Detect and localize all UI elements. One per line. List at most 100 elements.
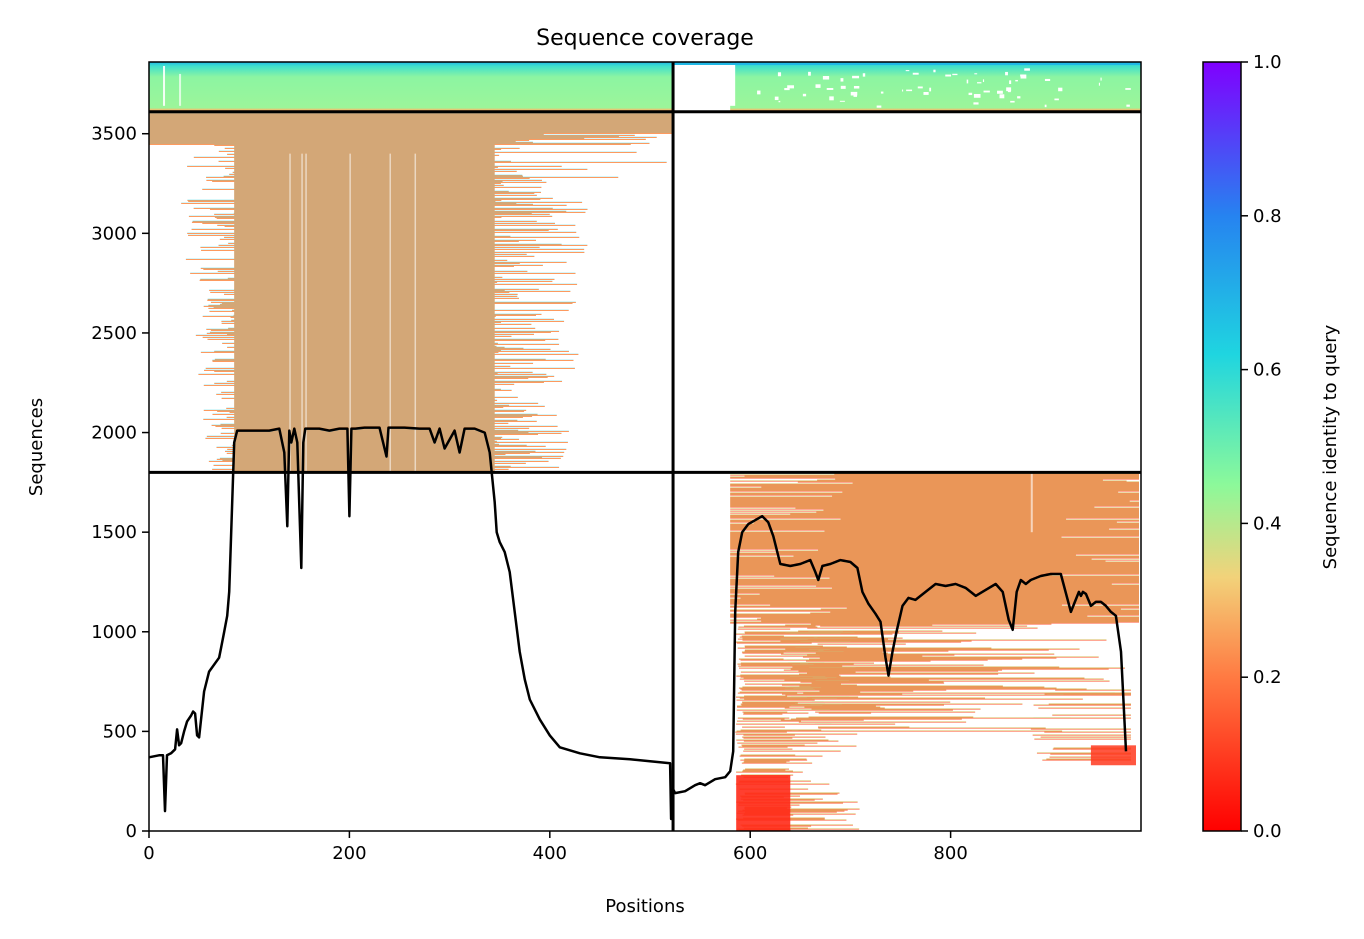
block-fill	[730, 62, 1141, 112]
gap-streak	[301, 153, 303, 473]
x-axis-label: Positions	[605, 896, 684, 917]
colorbar: 0.0 0.2 0.4 0.6 0.8 1.0	[1202, 52, 1282, 842]
gap-dot	[1015, 79, 1018, 82]
x-tick-label: 400	[533, 843, 567, 864]
gap-dot	[852, 75, 860, 79]
gap-dot	[876, 105, 882, 108]
gap-dot	[1010, 100, 1015, 103]
gap-dot	[853, 95, 858, 97]
gap-dot	[1098, 82, 1100, 86]
gap-dot	[784, 88, 790, 91]
gap-dot	[977, 82, 982, 84]
colorbar-gradient	[1202, 61, 1242, 832]
y-tick-label: 500	[103, 721, 137, 742]
colorbar-tick-label: 0.0	[1253, 821, 1282, 842]
gap-dot	[815, 84, 821, 88]
gap-dot	[982, 79, 985, 83]
y-tick-label: 2000	[91, 423, 137, 444]
gap-streak	[349, 153, 351, 473]
plot-border	[148, 61, 1142, 832]
gap-dot	[1054, 98, 1059, 101]
gap-dot	[923, 91, 929, 95]
gap-dot	[973, 93, 981, 98]
gap-dot	[880, 91, 884, 94]
gap-dot	[787, 85, 795, 89]
plot-frame	[148, 61, 1142, 832]
chart-title: Sequence coverage	[536, 26, 754, 51]
gap-dot	[1009, 80, 1012, 84]
gap-dot	[906, 89, 913, 92]
gap-dot	[826, 87, 834, 90]
block-top-left	[149, 62, 674, 112]
gap-dot	[1058, 87, 1063, 92]
gap-dot	[999, 94, 1005, 99]
gap-dot	[952, 73, 958, 76]
colorbar-tick-label: 0.6	[1253, 360, 1282, 381]
gap-dot	[829, 96, 834, 101]
block-rows	[730, 472, 1139, 831]
gap-streak	[1030, 472, 1033, 533]
gap-dot	[1020, 74, 1027, 79]
dense-red-patch	[736, 775, 791, 831]
red-patch-right	[1090, 745, 1136, 766]
gap-streak	[305, 153, 307, 473]
x-tick-label: 600	[733, 843, 767, 864]
gap-streak	[414, 153, 417, 473]
x-tick-label: 800	[933, 843, 967, 864]
block-rows	[149, 111, 674, 473]
gap-dot	[1024, 68, 1030, 71]
gap-streak	[163, 65, 166, 106]
y-tick-label: 1000	[91, 622, 137, 643]
gap-dot	[966, 79, 969, 84]
gap-dot	[853, 85, 860, 89]
block-fill	[149, 62, 674, 112]
gap-dot	[1044, 104, 1047, 108]
gap-dot	[1044, 78, 1051, 82]
colorbar-tick-label: 0.2	[1253, 667, 1282, 688]
gap-dot	[983, 90, 990, 93]
block-middle-left	[149, 111, 674, 473]
gap-dot	[777, 72, 782, 77]
x-tick-label: 200	[332, 843, 366, 864]
block-gap	[673, 63, 736, 106]
gap-dot	[850, 91, 858, 96]
gap-dot	[929, 87, 932, 92]
gap-dot	[968, 92, 973, 96]
gap-dot	[933, 69, 936, 73]
y-tick-label: 3500	[91, 124, 137, 145]
block-top-right	[673, 62, 1141, 112]
colorbar-label: Sequence identity to query	[1320, 324, 1341, 569]
y-axis-label: Sequences	[26, 398, 47, 496]
gap-dot	[974, 73, 978, 75]
gap-dot	[973, 102, 979, 105]
gap-dot	[997, 90, 1003, 94]
gap-dot	[774, 96, 779, 101]
block-bottom-right	[730, 472, 1139, 831]
colorbar-tick-label: 1.0	[1253, 52, 1282, 73]
gap-dot	[905, 70, 910, 72]
y-tick-label: 3000	[91, 223, 137, 244]
gap-dot	[778, 100, 781, 103]
gap-dot	[1100, 77, 1102, 81]
gap-dot	[840, 78, 844, 82]
block-top-edge	[673, 62, 1141, 65]
gap-dot	[917, 86, 923, 89]
gap-dot	[1005, 71, 1008, 76]
gap-dot	[840, 85, 846, 89]
gap-dot	[822, 76, 830, 80]
y-tick-label: 1500	[91, 522, 137, 543]
gap-dot	[862, 73, 866, 77]
gap-dot	[912, 72, 919, 75]
gap-dot	[802, 93, 807, 97]
y-tick-label: 0	[126, 821, 137, 842]
gap-streak	[289, 153, 291, 473]
gap-dot	[945, 74, 952, 77]
colorbar-tick-label: 0.8	[1253, 206, 1282, 227]
gap-dot	[1017, 96, 1021, 99]
y-axis: 0 500 1000 1500 2000 2500 3000 3500	[91, 124, 149, 842]
y-tick-label: 2500	[91, 323, 137, 344]
gap-streak	[389, 153, 391, 473]
gap-dot	[1007, 89, 1011, 93]
coverage-line	[148, 426, 1128, 821]
